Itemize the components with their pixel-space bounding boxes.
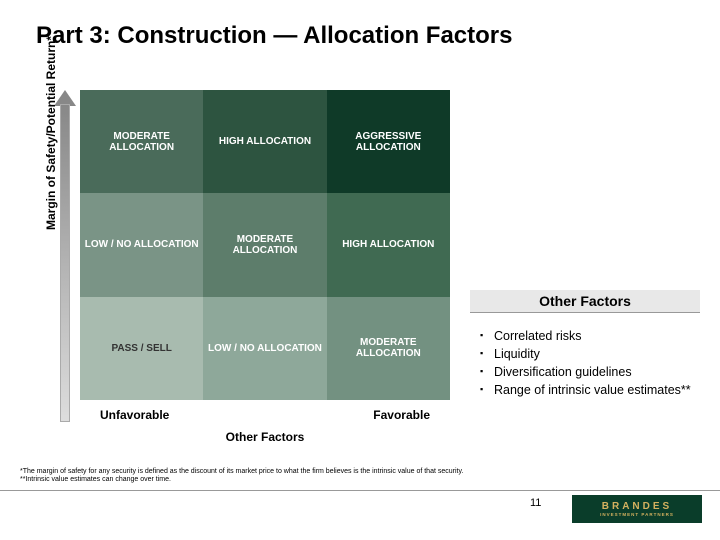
footer-divider [0, 490, 720, 491]
other-factors-item-3: Range of intrinsic value estimates** [480, 381, 700, 399]
brandes-logo: BRANDES INVESTMENT PARTNERS [572, 495, 702, 523]
matrix-cell-1-1: MODERATE ALLOCATION [203, 193, 326, 296]
matrix-cell-2-1: LOW / NO ALLOCATION [203, 297, 326, 400]
logo-name: BRANDES [602, 501, 672, 512]
x-axis-left: Unfavorable [100, 408, 169, 422]
page-title: Part 3: Construction — Allocation Factor… [36, 22, 513, 50]
matrix-cell-1-0: LOW / NO ALLOCATION [80, 193, 203, 296]
footnote-1: **Intrinsic value estimates can change o… [20, 476, 520, 484]
matrix-cell-0-1: HIGH ALLOCATION [203, 90, 326, 193]
logo-sub: INVESTMENT PARTNERS [600, 512, 674, 517]
other-factors-item-1: Liquidity [480, 345, 700, 363]
x-axis-labels: Unfavorable Favorable [80, 408, 450, 422]
matrix-cell-1-2: HIGH ALLOCATION [327, 193, 450, 296]
y-axis-label: Margin of Safety/Potential Return* [44, 36, 58, 230]
footnotes: *The margin of safety for any security i… [20, 468, 520, 485]
matrix-cell-2-2: MODERATE ALLOCATION [327, 297, 450, 400]
matrix-cell-0-2: AGGRESSIVE ALLOCATION [327, 90, 450, 193]
other-factors-item-2: Diversification guidelines [480, 363, 700, 381]
x-axis-center: Other Factors [175, 430, 355, 444]
y-axis-arrow [58, 90, 72, 422]
matrix-cell-0-0: MODERATE ALLOCATION [80, 90, 203, 193]
other-factors-panel: Other Factors Correlated risksLiquidityD… [470, 290, 700, 399]
page-number: 11 [530, 497, 541, 509]
other-factors-title: Other Factors [470, 290, 700, 313]
x-axis-right: Favorable [373, 408, 430, 422]
allocation-matrix: MODERATE ALLOCATIONHIGH ALLOCATIONAGGRES… [80, 90, 450, 400]
footnote-0: *The margin of safety for any security i… [20, 468, 520, 476]
other-factors-list: Correlated risksLiquidityDiversification… [470, 327, 700, 399]
matrix-cell-2-0: PASS / SELL [80, 297, 203, 400]
other-factors-item-0: Correlated risks [480, 327, 700, 345]
